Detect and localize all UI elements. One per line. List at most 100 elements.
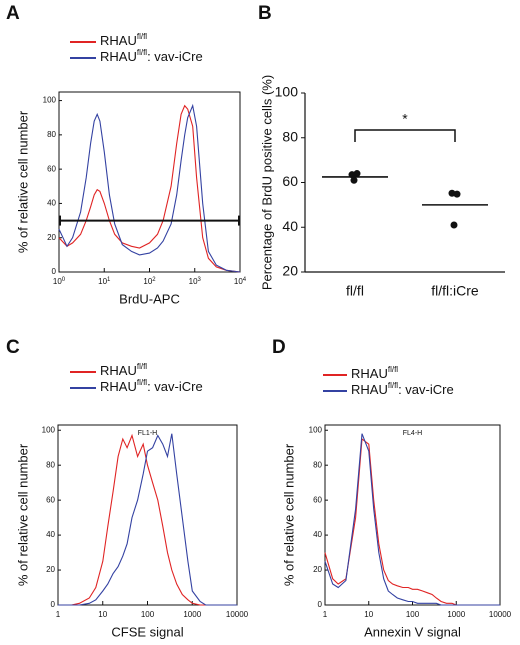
data-point (450, 221, 458, 229)
x-tick-label: 102 (143, 277, 156, 287)
panel-letter: C (6, 337, 20, 358)
legend-name: RHAU (100, 33, 137, 48)
data-point (350, 176, 358, 184)
legend-suffix: : vav-iCre (147, 379, 203, 394)
legend-name: RHAU (100, 363, 137, 378)
x-tick-label: 103 (189, 277, 202, 287)
x-tick-label: 101 (98, 277, 111, 287)
y-tick-label: 40 (313, 530, 322, 539)
y-axis-label: % of relative cell number (15, 443, 30, 586)
y-tick-label: 80 (46, 460, 55, 469)
histogram-line (58, 433, 237, 606)
x-tick-exp: 0 (62, 277, 66, 283)
legend-label: RHAUfl/fl: vav-iCre (351, 381, 454, 397)
panel-letter: D (272, 337, 286, 358)
histogram-line (58, 104, 241, 273)
x-tick-label: 1000 (447, 610, 465, 619)
legend-suffix: : vav-iCre (147, 49, 203, 64)
x-tick-label: 1 (56, 610, 61, 619)
x-tick-label: 10000 (489, 610, 512, 619)
legend-label: RHAUfl/fl: vav-iCre (100, 378, 203, 394)
legend-sup: fl/fl (388, 381, 398, 390)
y-tick-label: 0 (52, 267, 57, 276)
x-tick-label: 1000 (183, 610, 201, 619)
y-tick-label: 60 (47, 164, 56, 173)
legend-label: RHAUfl/fl (100, 362, 147, 378)
legend-sup: fl/fl (137, 362, 147, 371)
y-tick-label: 80 (47, 130, 56, 139)
legend-name: RHAU (351, 382, 388, 397)
x-tick-label: 100 (406, 610, 420, 619)
legend-name: RHAU (351, 366, 388, 381)
x-tick-label: 10000 (226, 610, 249, 619)
x-tick-label: 100 (141, 610, 155, 619)
y-tick-label: 20 (313, 565, 322, 574)
y-tick-label: 80 (313, 460, 322, 469)
histogram-line (324, 433, 500, 606)
x-tick-label: fl/fl:iCre (431, 283, 479, 299)
x-axis-label: CFSE signal (111, 624, 183, 639)
x-tick-base: 10 (234, 277, 243, 286)
legend-label: RHAUfl/fl (100, 32, 147, 48)
legend-sup: fl/fl (388, 365, 398, 374)
data-point (353, 170, 361, 178)
y-tick-label: 40 (46, 530, 55, 539)
histogram-line (58, 103, 241, 273)
x-tick-label: 100 (53, 277, 66, 287)
legend-label: RHAUfl/fl: vav-iCre (100, 48, 203, 64)
panel-letter: A (6, 3, 20, 24)
plot-frame (58, 91, 241, 273)
detector-label: FL4-H (403, 430, 422, 437)
y-tick-label: 20 (47, 233, 56, 242)
y-tick-label: 60 (282, 173, 298, 189)
x-tick-label: 104 (234, 277, 247, 287)
y-tick-label: 60 (46, 495, 55, 504)
y-axis-label: Percentage of BrdU positive cells (%) (259, 75, 274, 290)
x-tick-base: 10 (143, 277, 152, 286)
histogram-line (324, 437, 500, 606)
legend-suffix: : vav-iCre (398, 382, 454, 397)
y-tick-label: 100 (43, 96, 57, 105)
legend-name: RHAU (100, 49, 137, 64)
legend-label: RHAUfl/fl (351, 365, 398, 381)
x-tick-label: 1 (323, 610, 328, 619)
x-tick-label: fl/fl (346, 283, 364, 299)
significance-label: * (402, 111, 408, 127)
significance-bracket (354, 129, 456, 142)
x-axis-label: BrdU-APC (119, 291, 180, 306)
y-axis-label: % of relative cell number (15, 110, 30, 253)
x-tick-label: 10 (98, 610, 107, 619)
data-point (453, 190, 461, 198)
y-tick-label: 0 (318, 600, 323, 609)
y-tick-label: 100 (42, 425, 56, 434)
y-tick-label: 20 (46, 565, 55, 574)
x-axis-label: Annexin V signal (364, 624, 461, 639)
legend-sup: fl/fl (137, 48, 147, 57)
plot-frame (324, 424, 501, 606)
legend-sup: fl/fl (137, 32, 147, 41)
x-tick-exp: 2 (152, 277, 156, 283)
x-tick-exp: 3 (198, 277, 202, 283)
legend-sup: fl/fl (137, 378, 147, 387)
y-tick-label: 40 (282, 218, 298, 234)
y-tick-label: 100 (309, 425, 323, 434)
y-tick-label: 100 (275, 84, 299, 100)
x-tick-exp: 1 (107, 277, 111, 283)
panel-letter: B (258, 3, 272, 24)
y-tick-label: 0 (51, 600, 56, 609)
x-tick-base: 10 (98, 277, 107, 286)
y-tick-label: 80 (282, 128, 298, 144)
y-axis-label: % of relative cell number (281, 443, 296, 586)
x-tick-base: 10 (189, 277, 198, 286)
histogram-line (58, 433, 237, 606)
x-tick-exp: 4 (243, 277, 247, 283)
legend-name: RHAU (100, 379, 137, 394)
y-tick-label: 60 (313, 495, 322, 504)
x-tick-label: 10 (364, 610, 373, 619)
x-tick-base: 10 (53, 277, 62, 286)
y-tick-label: 20 (282, 263, 298, 279)
detector-label: FL1-H (138, 430, 157, 437)
y-tick-label: 40 (47, 199, 56, 208)
